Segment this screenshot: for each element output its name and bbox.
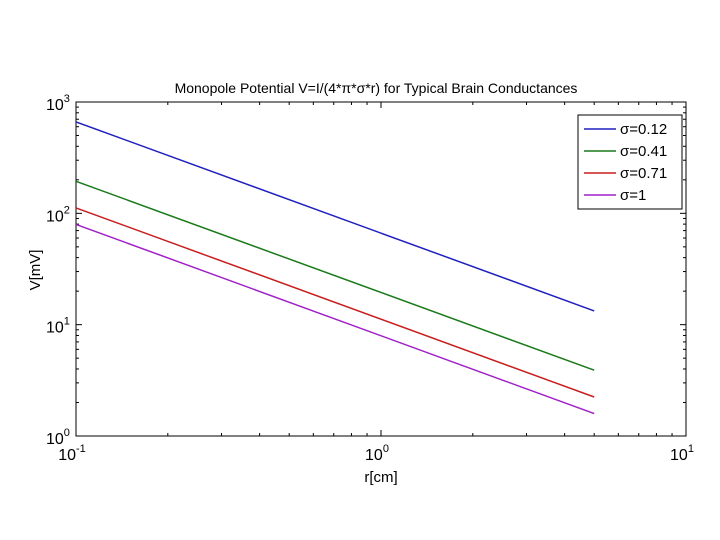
chart-title: Monopole Potential V=I/(4*π*σ*r) for Typ… [175,80,578,96]
y-tick-label: 103 [46,93,70,114]
y-axis-label: V[mV] [27,250,44,291]
x-axis-label: r[cm] [364,469,397,486]
legend-box [577,114,683,210]
legend: σ=0.12 σ=0.41 σ=0.71 σ=1 [577,114,683,210]
series-line-sigma-0-12 [75,121,595,312]
axis-ticks [75,101,687,437]
x-tick-label: 10-1 [58,443,86,464]
series-line-sigma-1 [75,223,595,415]
legend-label: σ=1 [620,187,646,204]
series-lines [75,121,595,415]
legend-label: σ=0.12 [620,121,667,138]
series-line-sigma-0-71 [75,207,595,398]
series-line-sigma-0-41 [75,180,595,371]
x-tick-label: 101 [670,443,694,464]
legend-label: σ=0.71 [620,165,667,182]
y-tick-label: 101 [46,316,70,337]
x-tick-label: 100 [365,443,389,464]
y-tick-label: 100 [46,427,70,448]
legend-label: σ=0.41 [620,143,667,160]
y-tick-label: 102 [46,204,70,225]
